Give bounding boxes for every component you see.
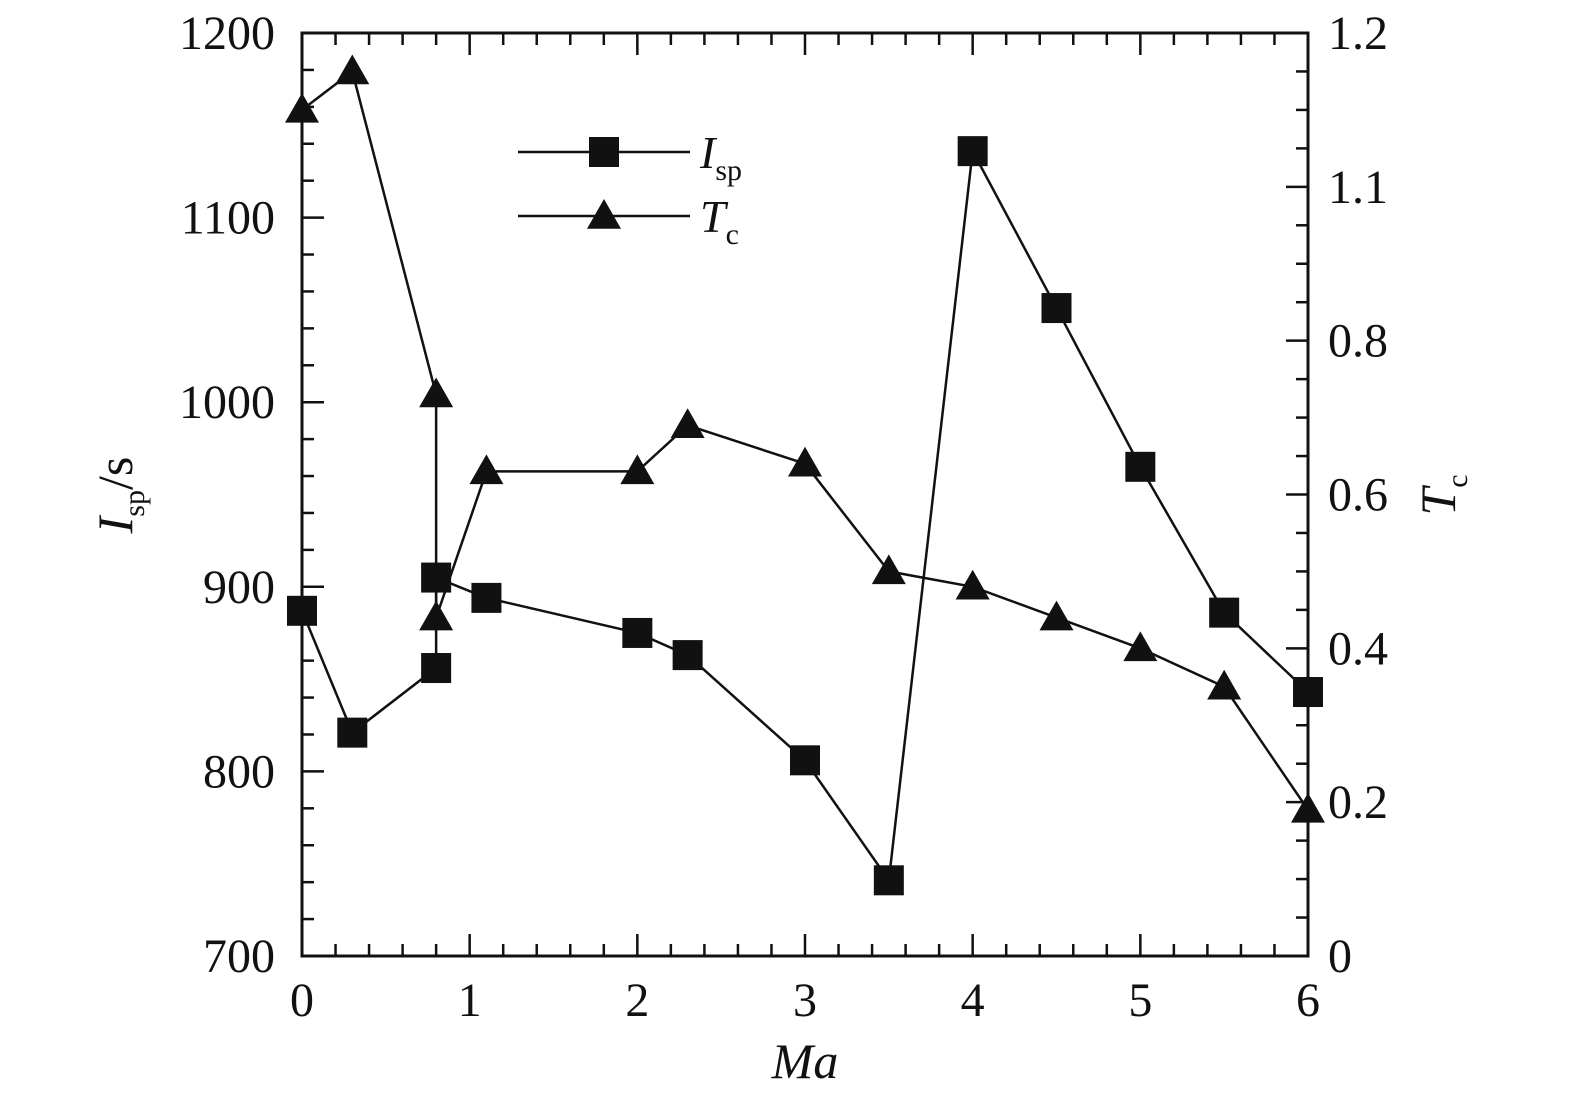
square-marker [1209,597,1240,628]
y-tick-label: 1100 [181,192,275,245]
square-marker [337,717,368,748]
series-line-I_sp [300,147,1309,884]
square-marker [1293,677,1323,708]
y-axis-title: Isp/s [87,457,151,535]
series-layer [285,54,1325,896]
y2-tick-label: 0 [1328,930,1352,983]
x-tick-label: 3 [793,974,817,1027]
axes: 0 1 2 3 4 5 6 700 800 900 1000 1100 1200 0 0.2 0.4 0.6 0.… [179,7,1388,1027]
x-tick-label: 2 [625,974,649,1027]
legend-square-marker [589,137,619,167]
triangle-marker [335,54,370,85]
triangle-marker [1039,600,1074,631]
y2-tick-label: 1.1 [1328,161,1388,214]
x-axis-title: Ma [771,1033,839,1089]
y-tick-label: 1200 [179,7,275,60]
square-marker [1041,293,1072,324]
square-marker [421,653,452,684]
x-tick-label: 1 [458,974,482,1027]
square-marker [1125,451,1156,482]
triangle-marker [419,600,454,631]
triangle-marker [788,446,822,477]
square-marker [873,865,904,896]
y2-tick-label: 1.2 [1328,7,1388,60]
x-tick-label: 6 [1296,974,1320,1027]
triangle-marker [871,554,906,585]
series-T_c [285,54,1325,823]
legend-label: Tc [700,191,739,251]
y-tick-label: 700 [203,930,275,983]
square-marker [672,640,703,671]
square-marker [790,745,820,776]
triangle-marker [285,92,319,123]
legend-triangle-marker [587,199,621,229]
triangle-marker [620,454,655,485]
triangle-marker [1291,792,1325,823]
x-tick-label: 0 [290,974,314,1027]
series-I_sp [287,136,1323,896]
x-tick-label: 5 [1128,974,1152,1027]
triangle-marker [469,454,504,485]
y2-axis-title: Tc [1410,474,1474,515]
y2-tick-label: 0.6 [1328,469,1388,522]
legend-label: Isp [699,127,742,187]
x-tick-label: 4 [961,974,985,1027]
triangle-marker [1207,669,1242,700]
square-marker [957,136,988,167]
y-tick-label: 1000 [179,376,275,429]
triangle-marker [419,377,454,408]
triangle-marker [955,569,990,600]
y-tick-label: 800 [203,745,275,798]
y2-tick-label: 0.2 [1328,776,1388,829]
square-marker [471,582,502,613]
square-marker [287,595,317,626]
triangle-marker [1123,631,1158,662]
y-tick-label: 900 [203,561,275,614]
series-line-T_c [301,69,1310,811]
triangle-marker [670,408,705,439]
y2-tick-label: 0.4 [1328,622,1388,675]
y2-tick-label: 0.8 [1328,315,1388,368]
square-marker [622,617,653,648]
axis-titles: Ma Isp/s Tc [87,457,1474,1089]
